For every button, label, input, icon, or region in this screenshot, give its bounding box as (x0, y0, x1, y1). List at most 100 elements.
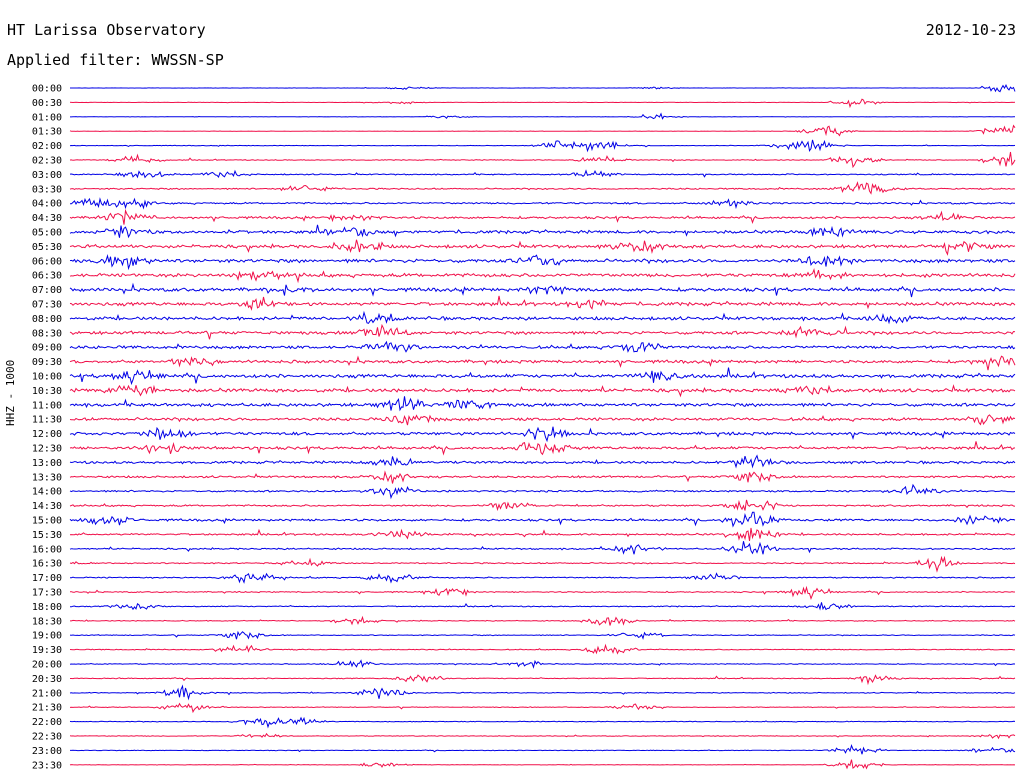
seismic-trace (69, 541, 1016, 555)
seismic-trace (69, 630, 1016, 640)
seismic-trace (69, 426, 1016, 443)
time-tick-label: 19:00 (32, 631, 62, 642)
time-tick-label: 16:00 (32, 544, 62, 555)
time-tick-label: 14:00 (32, 487, 62, 498)
seismic-trace (70, 572, 1016, 584)
seismic-trace (69, 169, 1015, 179)
seismic-trace (69, 181, 1016, 195)
seismic-trace (69, 684, 1016, 701)
seismic-trace (69, 384, 1016, 398)
seismic-trace (69, 702, 1016, 714)
time-tick-label: 01:30 (32, 127, 62, 138)
time-tick-label: 04:00 (32, 199, 62, 210)
time-tick-label: 06:30 (32, 271, 62, 282)
time-tick-label: 11:00 (32, 400, 62, 411)
seismic-trace (69, 470, 1016, 484)
time-tick-label: 13:30 (32, 472, 62, 483)
time-tick-label: 03:30 (32, 184, 62, 195)
time-tick-label: 23:00 (32, 746, 62, 757)
seismic-trace (70, 602, 1016, 611)
time-tick-label: 02:00 (32, 141, 62, 152)
seismic-trace (69, 139, 1016, 153)
time-tick-label: 00:30 (32, 98, 62, 109)
time-tick-label: 20:30 (32, 674, 62, 685)
time-tick-label: 03:00 (32, 170, 62, 181)
seismic-trace (69, 527, 1016, 541)
seismic-trace (69, 414, 1016, 426)
time-tick-label: 16:30 (32, 559, 62, 570)
seismic-trace (69, 396, 1016, 412)
seismic-trace (69, 659, 1016, 669)
seismic-trace (69, 732, 1016, 740)
filter-label: Applied filter: WWSSN-SP (7, 51, 224, 69)
seismic-trace (69, 208, 1016, 225)
time-tick-label: 08:00 (32, 314, 62, 325)
seismic-trace (70, 615, 1016, 626)
time-tick-label: 01:00 (32, 112, 62, 123)
time-tick-label: 21:30 (32, 703, 62, 714)
time-tick-label: 09:30 (32, 357, 62, 368)
time-tick-label: 18:30 (32, 616, 62, 627)
time-tick-label: 07:00 (32, 285, 62, 296)
seismic-trace (69, 151, 1016, 169)
seismic-trace (69, 253, 1016, 271)
time-tick-label: 10:30 (32, 386, 62, 397)
seismic-trace (70, 743, 1016, 755)
seismic-trace (69, 310, 1016, 325)
seismic-trace (69, 759, 1016, 770)
seismic-trace (69, 124, 1016, 137)
seismic-trace (69, 282, 1016, 298)
time-tick-label: 17:00 (32, 573, 62, 584)
seismic-trace (70, 585, 1015, 601)
time-tick-label: 21:00 (32, 688, 62, 699)
time-tick-label: 02:30 (32, 156, 62, 167)
seismic-trace (69, 340, 1016, 353)
time-tick-label: 05:30 (32, 242, 62, 253)
time-tick-label: 22:00 (32, 717, 62, 728)
time-tick-label: 08:30 (32, 328, 62, 339)
seismic-trace (69, 267, 1016, 284)
time-tick-label: 15:00 (32, 516, 62, 527)
seismic-trace (69, 716, 1016, 729)
time-tick-label: 19:30 (32, 645, 62, 656)
seismic-trace (69, 499, 1016, 512)
record-date: 2012-10-23 (925, 21, 1016, 39)
time-tick-label: 12:00 (32, 429, 62, 440)
time-tick-label: 06:00 (32, 256, 62, 267)
seismic-trace (70, 112, 1016, 120)
time-tick-label: 22:30 (32, 732, 62, 743)
seismic-trace (70, 197, 1016, 210)
time-tick-label: 15:30 (32, 530, 62, 541)
seismic-trace (69, 239, 1016, 256)
y-axis-label: HHZ - 1000 (4, 359, 17, 426)
time-tick-label: 00:00 (32, 84, 62, 95)
seismic-trace (69, 441, 1016, 456)
time-tick-label: 14:30 (32, 501, 62, 512)
seismic-trace (69, 323, 1016, 340)
time-tick-label: 04:30 (32, 213, 62, 224)
time-tick-label: 10:00 (32, 372, 62, 383)
seismic-trace (69, 295, 1016, 311)
seismic-trace (69, 224, 1016, 239)
time-tick-label: 18:00 (32, 602, 62, 613)
seismic-trace (69, 98, 1016, 109)
seismic-trace (69, 511, 1016, 528)
time-tick-label: 23:30 (32, 760, 62, 771)
seismic-trace (69, 555, 1016, 573)
seismic-trace (69, 643, 1016, 655)
seismic-trace (70, 674, 1016, 686)
time-tick-label: 07:30 (32, 300, 62, 311)
time-tick-label: 20:00 (32, 660, 62, 671)
observatory-title: HT Larissa Observatory (7, 21, 206, 39)
time-tick-label: 09:00 (32, 343, 62, 354)
seismic-trace (69, 454, 1016, 469)
seismic-trace (69, 367, 1016, 386)
time-tick-label: 13:00 (32, 458, 62, 469)
seismic-trace (70, 83, 1016, 93)
seismic-trace (69, 355, 1016, 371)
seismic-trace (69, 483, 1016, 500)
time-tick-label: 11:30 (32, 415, 62, 426)
time-tick-label: 17:30 (32, 588, 62, 599)
time-tick-label: 05:00 (32, 228, 62, 239)
